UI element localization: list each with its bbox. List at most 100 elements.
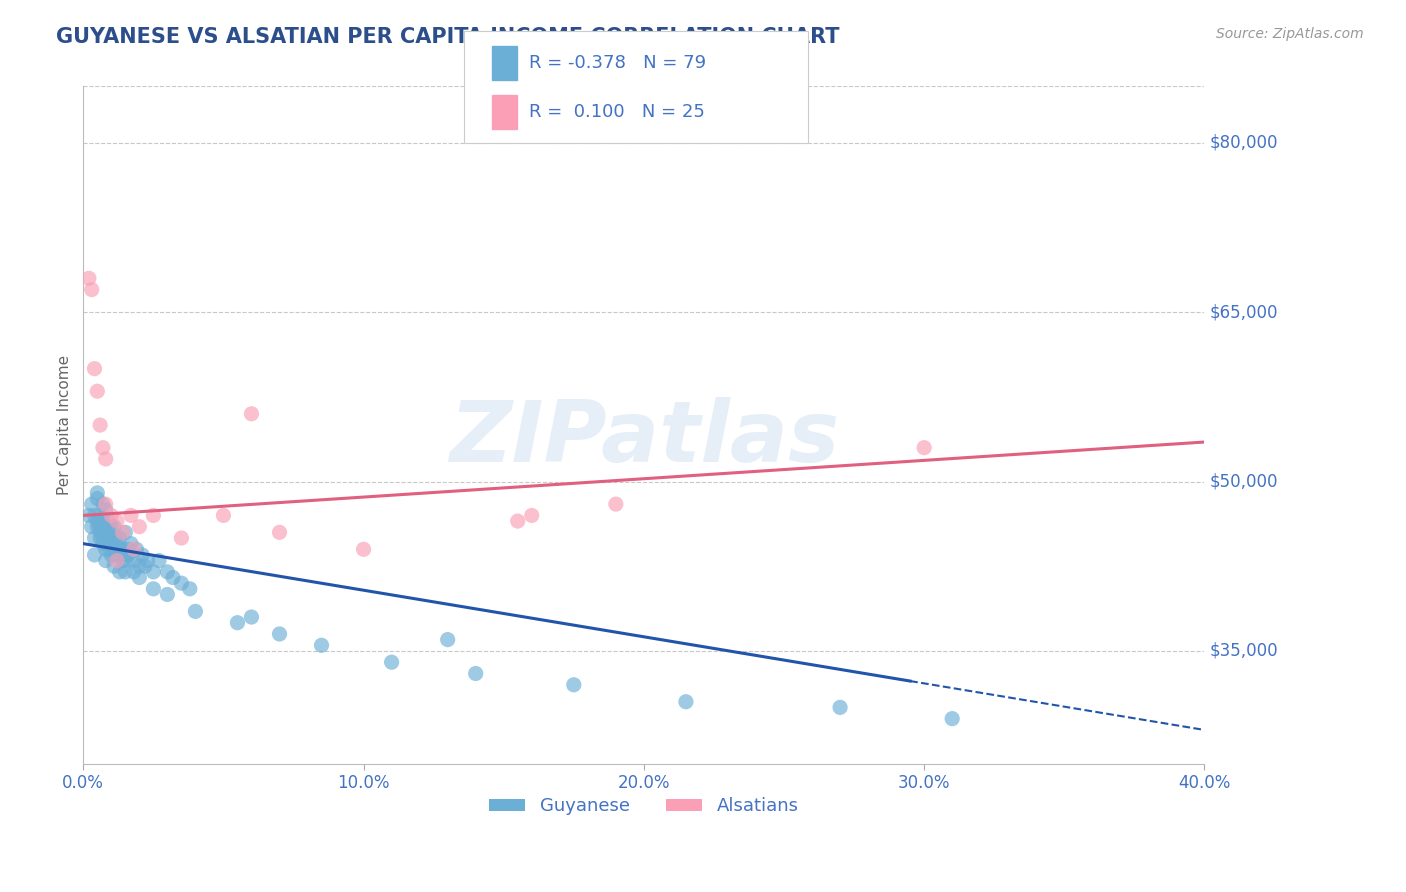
Point xyxy=(142,565,165,579)
Point xyxy=(94,497,117,511)
Point xyxy=(117,548,139,562)
Point xyxy=(105,536,128,550)
Y-axis label: Per Capita Income: Per Capita Income xyxy=(58,355,72,495)
Point xyxy=(80,283,103,297)
Point xyxy=(506,514,529,528)
Text: $80,000: $80,000 xyxy=(1211,134,1278,152)
Point xyxy=(89,508,111,523)
Point xyxy=(94,542,117,557)
Point xyxy=(156,587,179,601)
Point xyxy=(562,678,585,692)
Point xyxy=(100,508,122,523)
Point xyxy=(80,519,103,533)
Point xyxy=(122,565,145,579)
Point xyxy=(91,497,114,511)
Point xyxy=(89,525,111,540)
Point xyxy=(108,531,131,545)
Point xyxy=(269,525,291,540)
Point xyxy=(520,508,543,523)
Point xyxy=(184,604,207,618)
Point xyxy=(100,548,122,562)
Point xyxy=(162,570,184,584)
Point xyxy=(128,519,150,533)
Point xyxy=(240,407,263,421)
Point xyxy=(77,508,100,523)
Point xyxy=(605,497,627,511)
Point xyxy=(83,548,105,562)
Point xyxy=(117,542,139,557)
Point xyxy=(122,542,145,557)
Point xyxy=(111,548,134,562)
Point xyxy=(941,712,963,726)
Point xyxy=(128,559,150,574)
Point xyxy=(100,519,122,533)
Point xyxy=(108,542,131,557)
Point xyxy=(436,632,458,647)
Point xyxy=(108,565,131,579)
Point xyxy=(131,548,153,562)
Point xyxy=(170,531,193,545)
Point xyxy=(103,531,125,545)
Text: $35,000: $35,000 xyxy=(1211,642,1278,660)
Point xyxy=(226,615,249,630)
Point xyxy=(94,525,117,540)
Point xyxy=(353,542,375,557)
Point xyxy=(114,565,136,579)
Point xyxy=(83,508,105,523)
Point xyxy=(89,531,111,545)
Point xyxy=(111,525,134,540)
Point xyxy=(912,441,935,455)
Point xyxy=(89,519,111,533)
Point xyxy=(170,576,193,591)
Point xyxy=(103,542,125,557)
Point xyxy=(97,531,120,545)
Point xyxy=(105,553,128,567)
Point xyxy=(97,514,120,528)
Point xyxy=(91,531,114,545)
Point xyxy=(105,542,128,557)
Point xyxy=(111,542,134,557)
Text: R = -0.378   N = 79: R = -0.378 N = 79 xyxy=(529,54,706,72)
Point xyxy=(83,361,105,376)
Point xyxy=(125,542,148,557)
Point xyxy=(128,570,150,584)
Point xyxy=(103,559,125,574)
Point xyxy=(156,565,179,579)
Point xyxy=(142,582,165,596)
Point xyxy=(100,525,122,540)
Text: ZIPatlas: ZIPatlas xyxy=(449,397,839,480)
Point xyxy=(86,519,108,533)
Point xyxy=(91,514,114,528)
Text: GUYANESE VS ALSATIAN PER CAPITA INCOME CORRELATION CHART: GUYANESE VS ALSATIAN PER CAPITA INCOME C… xyxy=(56,27,839,46)
Point xyxy=(120,536,142,550)
Point xyxy=(100,536,122,550)
Point xyxy=(80,497,103,511)
Point xyxy=(86,384,108,399)
Point xyxy=(86,491,108,506)
Point xyxy=(94,502,117,516)
Point xyxy=(828,700,851,714)
Text: R =  0.100   N = 25: R = 0.100 N = 25 xyxy=(529,103,704,121)
Point xyxy=(381,655,404,669)
Point xyxy=(134,559,156,574)
Point xyxy=(111,553,134,567)
Point xyxy=(94,452,117,467)
Point xyxy=(91,519,114,533)
Point xyxy=(311,638,333,652)
Point xyxy=(114,525,136,540)
Point xyxy=(89,418,111,433)
Point xyxy=(103,519,125,533)
Text: $50,000: $50,000 xyxy=(1211,473,1278,491)
Legend: Guyanese, Alsatians: Guyanese, Alsatians xyxy=(482,790,806,822)
Point xyxy=(179,582,201,596)
Point xyxy=(269,627,291,641)
Point xyxy=(136,553,159,567)
Point xyxy=(105,548,128,562)
Point xyxy=(97,536,120,550)
Point xyxy=(240,610,263,624)
Point xyxy=(91,536,114,550)
Point xyxy=(212,508,235,523)
Point xyxy=(675,695,697,709)
Point xyxy=(105,514,128,528)
Point xyxy=(114,553,136,567)
